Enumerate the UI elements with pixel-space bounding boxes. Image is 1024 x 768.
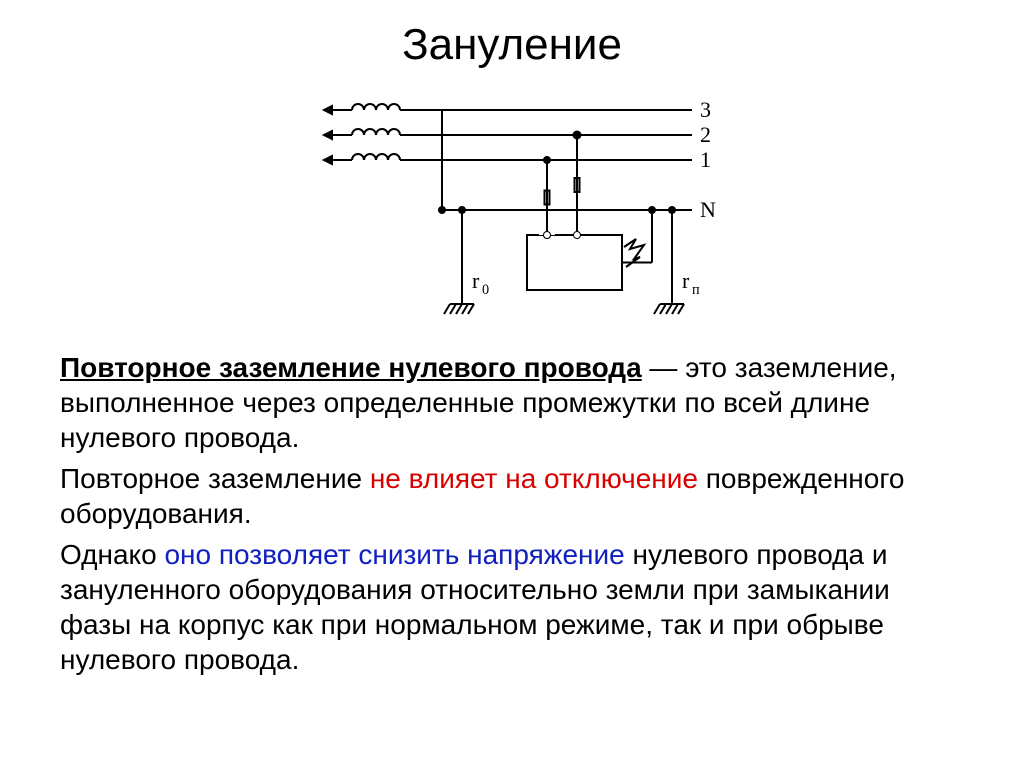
- svg-text:3: 3: [700, 97, 711, 122]
- svg-text:2: 2: [700, 122, 711, 147]
- circuit-diagram: 321Nr0rп: [292, 80, 732, 330]
- p3-a: Однако: [60, 539, 164, 570]
- diagram-container: 321Nr0rп: [60, 80, 964, 330]
- svg-text:п: п: [692, 282, 700, 298]
- svg-text:1: 1: [700, 147, 711, 172]
- svg-text:N: N: [700, 197, 716, 222]
- paragraph-3: Однако оно позволяет снизить напряжение …: [60, 537, 964, 677]
- paragraph-1: Повторное заземление нулевого провода — …: [60, 350, 964, 455]
- paragraph-2: Повторное заземление не влияет на отключ…: [60, 461, 964, 531]
- p3-blue: оно позволяет снизить напряжение: [164, 539, 624, 570]
- body-text: Повторное заземление нулевого провода — …: [60, 350, 964, 677]
- p2-red: не влияет на отключение: [370, 463, 698, 494]
- svg-text:r: r: [472, 268, 480, 293]
- svg-text:0: 0: [482, 282, 489, 298]
- page-title: Зануление: [60, 20, 964, 70]
- p1-lead: Повторное заземление нулевого провода: [60, 352, 642, 383]
- svg-text:r: r: [682, 268, 690, 293]
- p2-a: Повторное заземление: [60, 463, 370, 494]
- slide: Зануление 321Nr0rп Повторное заземление …: [0, 0, 1024, 768]
